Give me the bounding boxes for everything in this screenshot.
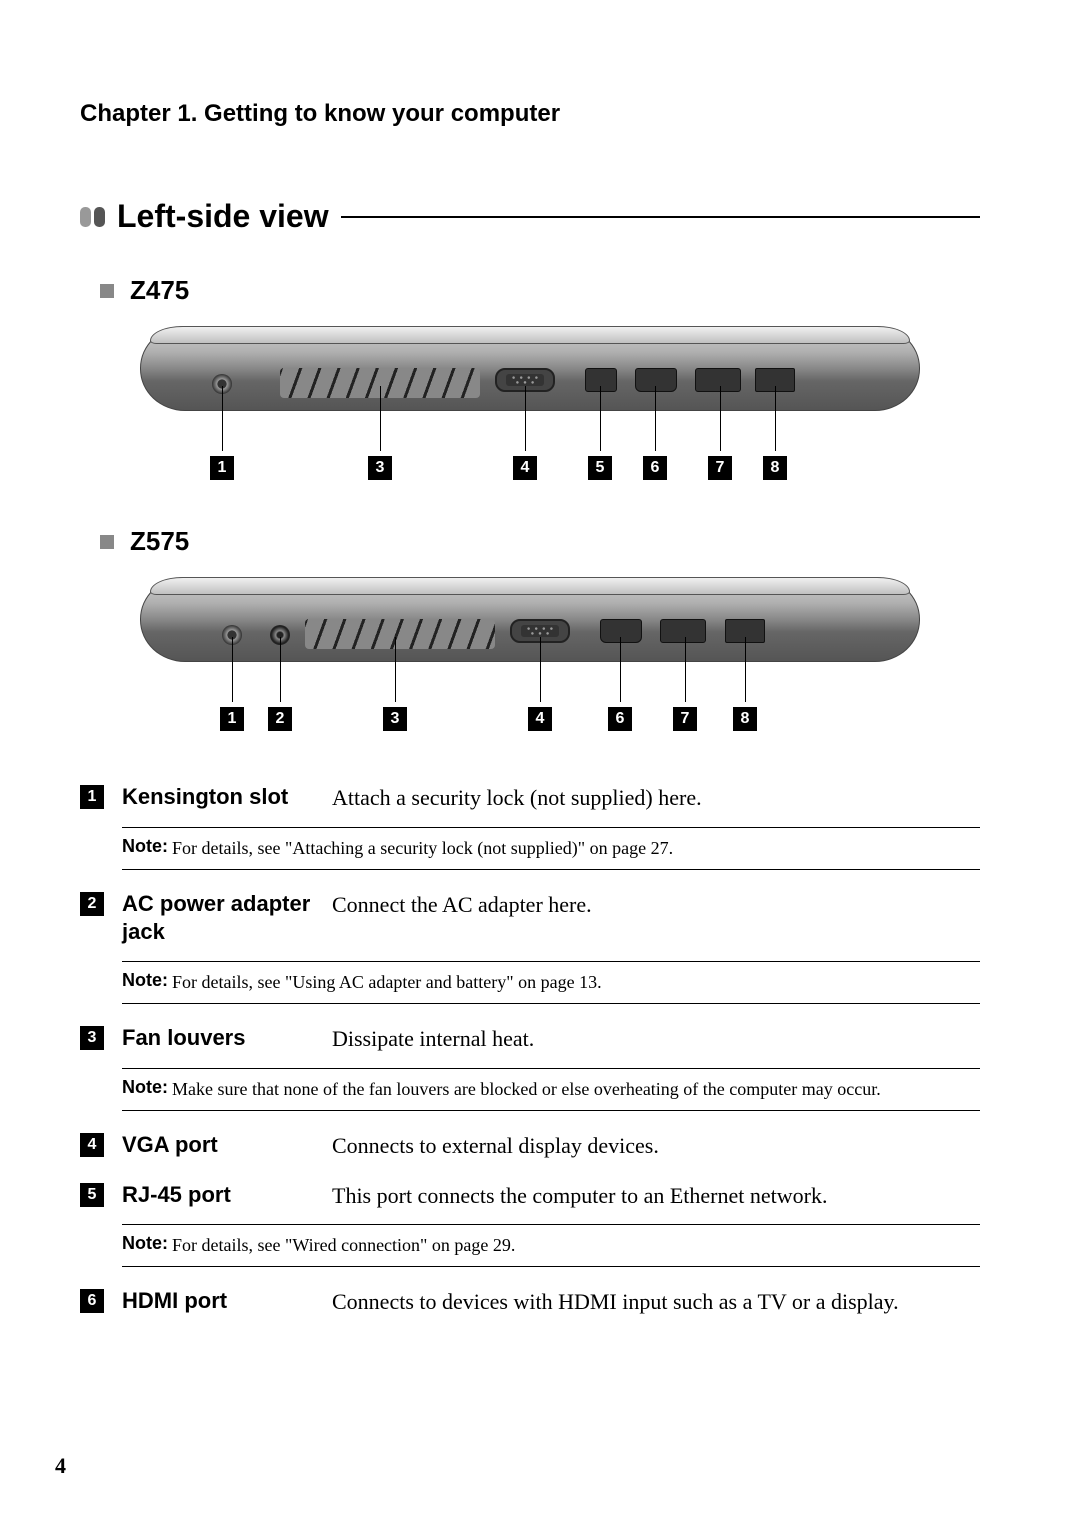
def-num: 2: [80, 892, 104, 916]
note-label: Note:: [122, 1233, 168, 1254]
model-row-z475: Z475: [100, 275, 980, 306]
note-text: For details, see "Wired connection" on p…: [172, 1233, 980, 1258]
hdmi-port-icon: [635, 368, 677, 392]
callouts-z575: 1 2 3 4 6 7 8: [140, 707, 920, 737]
note-label: Note:: [122, 836, 168, 857]
def-term: RJ-45 port: [122, 1181, 332, 1210]
definition-row: 3 Fan louvers Dissipate internal heat.: [80, 1018, 980, 1060]
square-bullet-icon: [100, 535, 114, 549]
note-text: For details, see "Attaching a security l…: [172, 836, 980, 861]
definition-row: 6 HDMI port Connects to devices with HDM…: [80, 1281, 980, 1323]
note-label: Note:: [122, 970, 168, 991]
usb-port-icon: [755, 368, 795, 392]
callout-num: 6: [608, 707, 632, 731]
usb-esata-port-icon: [695, 368, 741, 392]
callout-num: 3: [383, 707, 407, 731]
fan-louvers-icon: [280, 368, 480, 398]
definition-row: 5 RJ-45 port This port connects the comp…: [80, 1175, 980, 1217]
section-title-row: Left-side view: [80, 198, 980, 235]
note-text: Make sure that none of the fan louvers a…: [172, 1077, 980, 1102]
callout-num: 2: [268, 707, 292, 731]
model-row-z575: Z575: [100, 526, 980, 557]
page-number: 4: [55, 1453, 66, 1479]
callouts-z475: 1 3 4 5 6 7 8: [140, 456, 920, 486]
def-term: HDMI port: [122, 1287, 332, 1316]
callout-num: 7: [708, 456, 732, 480]
callout-num: 3: [368, 456, 392, 480]
model-label: Z575: [130, 526, 189, 557]
callout-num: 7: [673, 707, 697, 731]
callout-num: 1: [210, 456, 234, 480]
fan-louvers-icon: [305, 619, 495, 649]
square-bullet-icon: [100, 284, 114, 298]
def-term: Kensington slot: [122, 783, 332, 812]
callout-num: 4: [513, 456, 537, 480]
def-term: VGA port: [122, 1131, 332, 1160]
diagram-z475: 1 3 4 5 6 7 8: [140, 326, 920, 486]
def-desc: Attach a security lock (not supplied) he…: [332, 783, 980, 813]
definition-row: 1 Kensington slot Attach a security lock…: [80, 777, 980, 819]
callout-num: 1: [220, 707, 244, 731]
diagram-z575: 1 2 3 4 6 7 8: [140, 577, 920, 737]
def-num: 4: [80, 1133, 104, 1157]
def-desc: This port connects the computer to an Et…: [332, 1181, 980, 1211]
usb-esata-port-icon: [660, 619, 706, 643]
def-num: 5: [80, 1183, 104, 1207]
note-label: Note:: [122, 1077, 168, 1098]
def-term: Fan louvers: [122, 1024, 332, 1053]
def-num: 6: [80, 1289, 104, 1313]
def-desc: Connect the AC adapter here.: [332, 890, 980, 920]
usb-port-icon: [725, 619, 765, 643]
definition-row: 2 AC power adapter jack Connect the AC a…: [80, 884, 980, 953]
section-line: [341, 216, 980, 218]
laptop-side-view-icon: [140, 326, 920, 436]
kensington-slot-icon: [222, 625, 242, 645]
note-text: For details, see "Using AC adapter and b…: [172, 970, 980, 995]
def-desc: Connects to external display devices.: [332, 1131, 980, 1161]
laptop-side-view-icon: [140, 577, 920, 687]
model-label: Z475: [130, 275, 189, 306]
vga-port-icon: [510, 619, 570, 643]
note-row: Note: For details, see "Using AC adapter…: [122, 961, 980, 1004]
callout-num: 5: [588, 456, 612, 480]
note-row: Note: For details, see "Wired connection…: [122, 1224, 980, 1267]
callout-num: 4: [528, 707, 552, 731]
ac-adapter-jack-icon: [270, 625, 290, 645]
callout-num: 8: [763, 456, 787, 480]
vga-port-icon: [495, 368, 555, 392]
definition-list: 1 Kensington slot Attach a security lock…: [80, 777, 980, 1323]
rj45-port-icon: [585, 368, 617, 392]
kensington-slot-icon: [212, 374, 232, 394]
note-row: Note: For details, see "Attaching a secu…: [122, 827, 980, 870]
hdmi-port-icon: [600, 619, 642, 643]
note-row: Note: Make sure that none of the fan lou…: [122, 1068, 980, 1111]
callout-num: 6: [643, 456, 667, 480]
def-term: AC power adapter jack: [122, 890, 332, 947]
def-desc: Connects to devices with HDMI input such…: [332, 1287, 980, 1317]
definition-row: 4 VGA port Connects to external display …: [80, 1125, 980, 1167]
chapter-header: Chapter 1. Getting to know your computer: [80, 100, 980, 128]
callout-num: 8: [733, 707, 757, 731]
section-bullet-icon: [80, 207, 105, 227]
def-num: 1: [80, 785, 104, 809]
section-title: Left-side view: [117, 198, 329, 235]
def-desc: Dissipate internal heat.: [332, 1024, 980, 1054]
def-num: 3: [80, 1026, 104, 1050]
